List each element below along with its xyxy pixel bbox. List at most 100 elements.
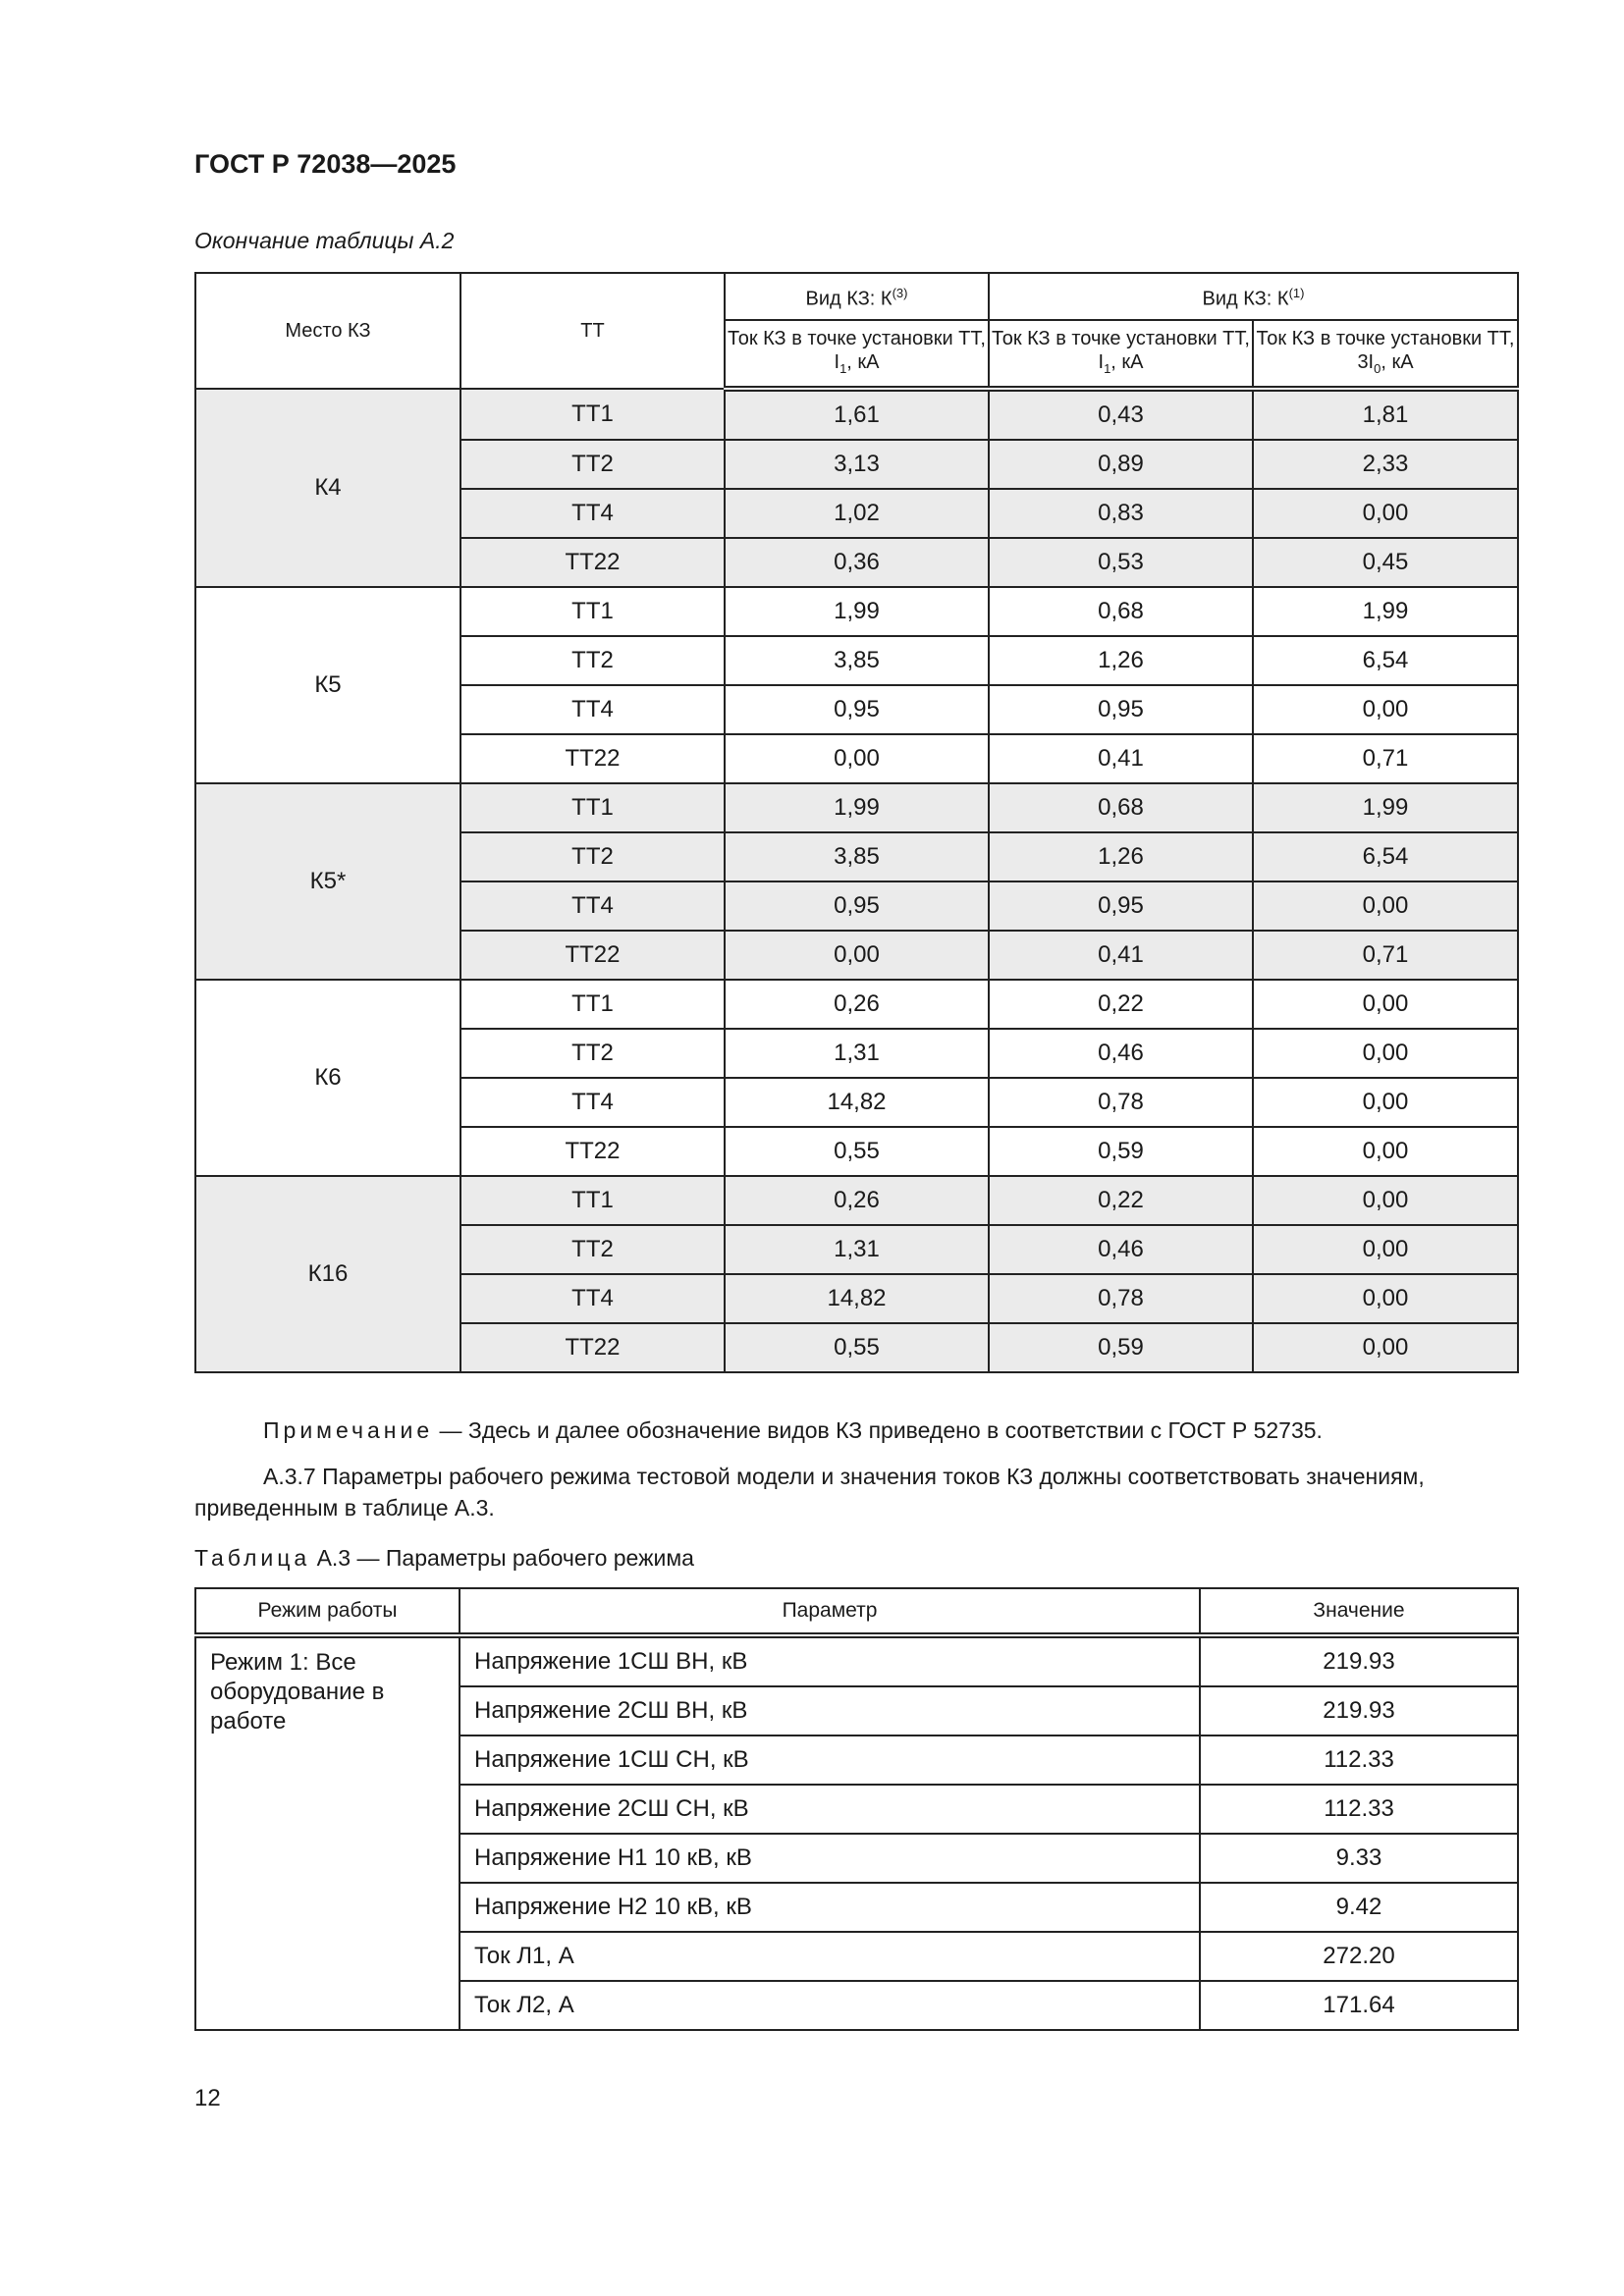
cell-value: 1,99 <box>724 782 990 833</box>
cell-value: 0,22 <box>988 1175 1254 1226</box>
cell-value: 3,85 <box>724 831 990 882</box>
table-row: К5* ТТ1 1,99 0,68 1,99 <box>194 782 1519 981</box>
header-col3: Ток КЗ в точке установки ТТ, 3I0, кА <box>1252 319 1519 392</box>
table-row: Ток Л2, А 171.64 <box>195 1980 1519 2031</box>
note: Примечание — Здесь и далее обозначение в… <box>263 1417 1323 1444</box>
cell-tt: ТТ22 <box>460 930 726 981</box>
cell-value: 0,00 <box>1252 881 1519 932</box>
cell-value: 0,00 <box>1252 1077 1519 1128</box>
cell-tt: ТТ4 <box>460 1273 726 1324</box>
cell-value: 0,00 <box>1252 684 1519 735</box>
cell-value: 0,00 <box>1252 1322 1519 1373</box>
cell-value: 219.93 <box>1199 1685 1519 1736</box>
cell-value: 0,45 <box>1252 537 1519 588</box>
cell-value: 0,95 <box>724 881 990 932</box>
cell-value: 1,31 <box>724 1028 990 1079</box>
header-mode: Режим работы <box>194 1587 460 1638</box>
cell-value: 1,99 <box>724 586 990 637</box>
cell-value: 272.20 <box>1199 1931 1519 1982</box>
cell-value: 0,55 <box>724 1126 990 1177</box>
cell-value: 6,54 <box>1252 831 1519 882</box>
table-row: ТТ2 1,31 0,46 0,00 <box>195 1028 1519 1079</box>
table-row: ТТ2 1,31 0,46 0,00 <box>195 1224 1519 1275</box>
table-row: Напряжение 1СШ СН, кВ 112.33 <box>195 1735 1519 1786</box>
header-col1: Ток КЗ в точке установки ТТ, I1, кА <box>724 319 990 392</box>
cell-tt: ТТ1 <box>460 1175 726 1226</box>
cell-parameter: Напряжение Н1 10 кВ, кВ <box>459 1833 1201 1884</box>
cell-value: 1,99 <box>1252 782 1519 833</box>
cell-value: 0,95 <box>988 684 1254 735</box>
table-row: К6 ТТ1 0,26 0,22 0,00 <box>194 979 1519 1177</box>
cell-value: 0,43 <box>988 388 1254 441</box>
cell-tt: ТТ4 <box>460 881 726 932</box>
cell-value: 1,81 <box>1252 388 1519 441</box>
table-row: ТТ4 14,82 0,78 0,00 <box>195 1273 1519 1324</box>
header-parameter: Параметр <box>459 1587 1201 1638</box>
cell-value: 9.33 <box>1199 1833 1519 1884</box>
cell-tt: ТТ2 <box>460 831 726 882</box>
cell-value: 0,68 <box>988 782 1254 833</box>
cell-value: 0,26 <box>724 979 990 1030</box>
cell-value: 112.33 <box>1199 1784 1519 1835</box>
cell-tt: ТТ4 <box>460 488 726 539</box>
table-row: Режим 1: Все оборудование в работе Напряж… <box>194 1634 1519 2031</box>
table-row: ТТ2 3,85 1,26 6,54 <box>195 831 1519 882</box>
cell-value: 0,53 <box>988 537 1254 588</box>
table-row: ТТ22 0,00 0,41 0,71 <box>195 930 1519 981</box>
cell-tt: ТТ4 <box>460 684 726 735</box>
cell-parameter: Ток Л1, А <box>459 1931 1201 1982</box>
header-group-k3: Вид КЗ: К(3) <box>724 272 990 321</box>
table-row: ТТ22 0,36 0,53 0,45 <box>195 537 1519 588</box>
table-row: Напряжение Н1 10 кВ, кВ 9.33 <box>195 1833 1519 1884</box>
cell-tt: ТТ1 <box>460 782 726 833</box>
cell-value: 0,46 <box>988 1224 1254 1275</box>
cell-parameter: Напряжение 2СШ СН, кВ <box>459 1784 1201 1835</box>
cell-place: К6 <box>194 979 461 1177</box>
cell-tt: ТТ22 <box>460 733 726 784</box>
cell-value: 0,00 <box>1252 1273 1519 1324</box>
cell-parameter: Напряжение Н2 10 кВ, кВ <box>459 1882 1201 1933</box>
cell-value: 0,71 <box>1252 733 1519 784</box>
header-value: Значение <box>1199 1587 1519 1638</box>
table-continuation-caption: Окончание таблицы А.2 <box>194 228 455 253</box>
cell-parameter: Ток Л2, А <box>459 1980 1201 2031</box>
cell-place: К5 <box>194 586 461 784</box>
table-row: Напряжение 2СШ ВН, кВ 219.93 <box>195 1685 1519 1736</box>
cell-value: 0,00 <box>1252 979 1519 1030</box>
cell-parameter: Напряжение 2СШ ВН, кВ <box>459 1685 1201 1736</box>
cell-value: 0,36 <box>724 537 990 588</box>
cell-place: К4 <box>194 388 461 588</box>
table-a2: Место КЗ ТТ Вид КЗ: К(3) Вид КЗ: К(1) То… <box>194 272 1519 1373</box>
header-place: Место КЗ <box>194 272 461 390</box>
cell-value: 0,83 <box>988 488 1254 539</box>
cell-value: 0,00 <box>1252 1028 1519 1079</box>
cell-tt: ТТ2 <box>460 635 726 686</box>
table-row: К16 ТТ1 0,26 0,22 0,00 <box>194 1175 1519 1373</box>
table-row: К4 ТТ1 1,61 0,43 1,81 <box>194 388 1519 588</box>
cell-value: 0,41 <box>988 930 1254 981</box>
table-row: ТТ4 1,02 0,83 0,00 <box>195 488 1519 539</box>
cell-tt: ТТ22 <box>460 1322 726 1373</box>
cell-value: 0,22 <box>988 979 1254 1030</box>
cell-value: 0,46 <box>988 1028 1254 1079</box>
page-number: 12 <box>194 2085 221 2111</box>
cell-value: 0,78 <box>988 1273 1254 1324</box>
cell-value: 0,71 <box>1252 930 1519 981</box>
cell-value: 0,78 <box>988 1077 1254 1128</box>
cell-value: 0,00 <box>1252 1126 1519 1177</box>
header-tt: ТТ <box>460 272 726 390</box>
cell-value: 1,02 <box>724 488 990 539</box>
cell-value: 1,26 <box>988 635 1254 686</box>
cell-tt: ТТ4 <box>460 1077 726 1128</box>
cell-place: К5* <box>194 782 461 981</box>
table-row: ТТ4 0,95 0,95 0,00 <box>195 881 1519 932</box>
table-row: ТТ4 0,95 0,95 0,00 <box>195 684 1519 735</box>
cell-tt: ТТ22 <box>460 537 726 588</box>
table-row: ТТ4 14,82 0,78 0,00 <box>195 1077 1519 1128</box>
cell-value: 0,26 <box>724 1175 990 1226</box>
table-a3-caption: Таблица А.3 — Параметры рабочего режима <box>194 1545 694 1571</box>
cell-tt: ТТ1 <box>460 979 726 1030</box>
table-row: Напряжение Н2 10 кВ, кВ 9.42 <box>195 1882 1519 1933</box>
table-row: ТТ22 0,55 0,59 0,00 <box>195 1322 1519 1373</box>
cell-value: 1,31 <box>724 1224 990 1275</box>
